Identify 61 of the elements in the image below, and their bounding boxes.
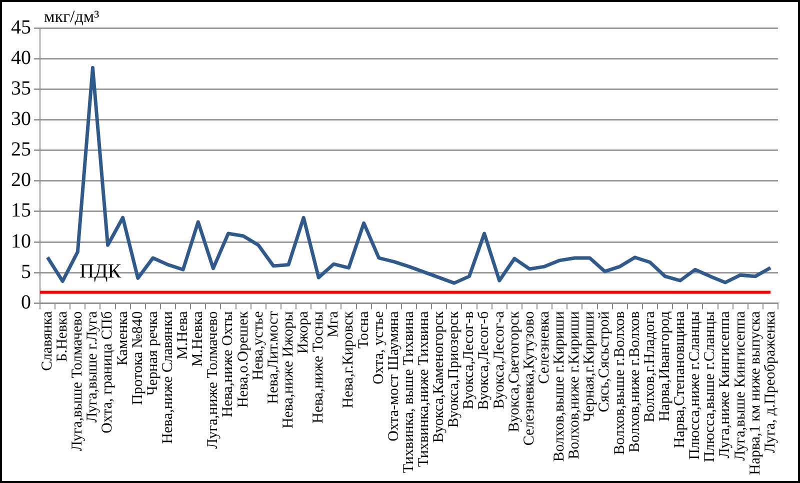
x-tick-label: Луга,выше г.Луга bbox=[84, 310, 101, 423]
x-tick-label: Нева,Лит.мост bbox=[265, 310, 282, 404]
y-axis-title: мкг/дм³ bbox=[44, 6, 100, 26]
x-tick-label: Нева,ниже Славянки bbox=[160, 311, 176, 444]
x-tick-label: М.Нева bbox=[175, 310, 192, 360]
y-tick-label: 25 bbox=[11, 138, 31, 161]
x-tick-label: Селезневка bbox=[536, 310, 552, 384]
y-tick-label: 15 bbox=[11, 200, 31, 222]
x-tick-label: Вуокса,Лесог-в bbox=[461, 311, 478, 410]
x-tick-label: Ижора bbox=[296, 310, 312, 354]
x-tick-label: Луга,выше Толмачево bbox=[70, 311, 86, 452]
x-tick-label: Охта-мост Шаумяна bbox=[386, 310, 402, 442]
x-tick-label: Нева,о.Орешек bbox=[235, 310, 252, 408]
x-tick-label: Нева,ниже Тосны bbox=[310, 311, 327, 424]
x-tick-label: Тосна bbox=[356, 310, 372, 349]
y-tick-label: 5 bbox=[21, 260, 31, 283]
x-tick-label: Тихвинка,ниже Тихвина bbox=[416, 310, 432, 467]
x-tick-label: Охта, устье bbox=[370, 310, 387, 384]
x-tick-label: Волхов,г.Нладога bbox=[642, 310, 658, 422]
x-tick-label: Охта, граница СПб bbox=[100, 310, 116, 434]
x-tick-label: Вуокса,Приозерск bbox=[446, 310, 462, 428]
x-tick-label: Вуокса,Лесог-а bbox=[491, 310, 508, 409]
x-tick-label: Мга bbox=[326, 310, 342, 338]
x-tick-label: Нева,г.Кировск bbox=[340, 310, 357, 408]
y-tick-label: 0 bbox=[21, 291, 31, 314]
y-tick-label: 10 bbox=[11, 230, 31, 252]
x-tick-label: Волхов,выше г.Волхов bbox=[612, 311, 628, 455]
x-tick-label: Волхов,ниже г.Кириши bbox=[566, 311, 583, 460]
x-tick-label: Плюсса,ниже г.Сланцы bbox=[687, 311, 704, 460]
x-tick-label: Луга, д.Преображенка bbox=[762, 310, 778, 454]
x-tick-label: Селезневка,Кутузово bbox=[521, 311, 538, 446]
y-tick-label: 20 bbox=[11, 169, 31, 192]
x-tick-label: Нева,устье bbox=[250, 310, 266, 380]
x-tick-label: Нарва,Степановщина bbox=[672, 310, 688, 448]
x-tick-label: Вуокса,Светогорск bbox=[506, 310, 522, 432]
x-tick-label: Б.Невка bbox=[54, 310, 71, 362]
x-tick-label: Нарва,1 км ниже выпуска bbox=[747, 310, 764, 476]
x-tick-label: Черная,г.Кириши bbox=[582, 311, 598, 422]
y-tick-label: 30 bbox=[11, 108, 31, 130]
y-tick-label: 45 bbox=[11, 16, 31, 38]
x-tick-label: Волхов,ниже г.Волхов bbox=[626, 311, 643, 452]
x-tick-label: Луга,ниже Толмачево bbox=[205, 311, 222, 449]
x-tick-label: Луга,выше Кингисеппа bbox=[732, 310, 748, 461]
x-tick-label: Каменка bbox=[114, 310, 131, 366]
x-tick-label: Вуокса,Лесог-б bbox=[476, 310, 492, 410]
x-tick-label: Черная речка bbox=[144, 310, 161, 396]
y-tick-label: 35 bbox=[11, 77, 31, 100]
x-tick-label: Нева,ниже Охты bbox=[220, 311, 236, 418]
x-tick-label: Нева,ниже Ижоры bbox=[280, 311, 296, 429]
x-tick-label: Сясь,Сясьстрой bbox=[596, 311, 613, 412]
x-tick-label: Волхов,выше г.Кириши bbox=[552, 311, 568, 462]
y-tick-label: 40 bbox=[11, 46, 31, 69]
x-tick-label: Тихвинка, выше Тихвина bbox=[400, 310, 417, 474]
x-tick-label: Плюсса,выше г.Сланцы bbox=[702, 311, 718, 462]
x-tick-label: Луга,ниже Кингисеппа bbox=[717, 310, 734, 458]
x-tick-label: Вуокса,Каменогорск bbox=[431, 310, 448, 443]
x-tick-label: Славянка bbox=[39, 310, 56, 371]
x-tick-label: Протока №840 bbox=[130, 311, 146, 406]
x-tick-label: Нарва,Ивангород bbox=[656, 310, 673, 422]
ref-line-label: ПДК bbox=[80, 260, 122, 282]
x-tick-label: М.Невка bbox=[190, 310, 206, 367]
